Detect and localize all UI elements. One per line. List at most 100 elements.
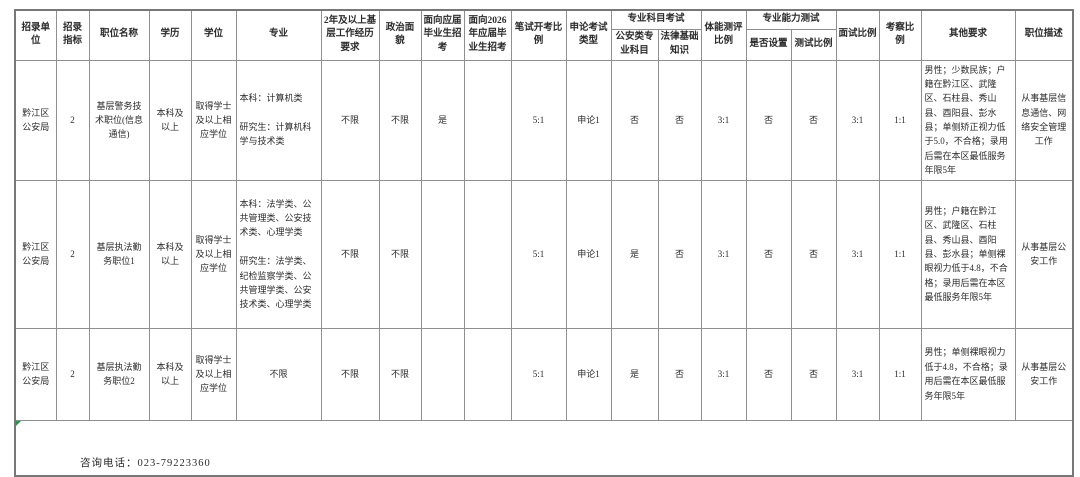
header-cell: 招录指标 — [55, 9, 90, 61]
table-row: 黔江区公安局 2 基层执法勤务职位1 本科及以上 取得学士及以上相应学位 本科：法学类、公… — [14, 179, 1074, 329]
table-cell: 否 — [745, 179, 792, 329]
table-cell: 不限 — [320, 327, 380, 421]
table-cell: 3:1 — [835, 179, 880, 329]
table-cell: 1:1 — [878, 179, 922, 329]
table-cell: 1:1 — [878, 59, 922, 181]
table-cell: 否 — [657, 59, 702, 181]
header-cell: 专业能力测试 — [745, 9, 837, 30]
header-row-subs: 公安类专业科目 法律基础知识 是否设置 测试比例 — [15, 29, 1073, 61]
table-cell: 否 — [657, 179, 702, 329]
table-cell: 不限 — [320, 59, 380, 181]
table-cell: 本科：法学类、公共管理类、公安技术类、心理学类 研究生：法学类、纪检监察学类、公… — [235, 179, 322, 329]
table-row: 黔江区公安局 2 基层警务技术职位(信息通信) 本科及以上 取得学士及以上相应学位 本科：… — [14, 59, 1074, 181]
table-cell — [463, 59, 512, 181]
footer-row: 咨询电话：023-79223360 — [14, 419, 1074, 477]
table-cell: 2 — [55, 59, 90, 181]
table-cell: 取得学士及以上相应学位 — [190, 179, 237, 329]
table-cell: 1:1 — [878, 327, 922, 421]
table-cell: 3:1 — [835, 327, 880, 421]
table-cell: 是 — [610, 179, 659, 329]
table-cell: 取得学士及以上相应学位 — [190, 327, 237, 421]
table-cell: 是 — [610, 327, 659, 421]
table-cell: 不限 — [378, 59, 422, 181]
table-cell: 否 — [657, 327, 702, 421]
table-cell: 否 — [745, 59, 792, 181]
table-cell: 黔江区公安局 — [14, 327, 57, 421]
table-footer: 咨询电话：023-79223360 — [14, 419, 1074, 477]
table-cell: 3:1 — [700, 59, 747, 181]
table-cell: 5:1 — [510, 179, 567, 329]
header-cell: 学历 — [148, 9, 192, 61]
header-cell: 职位描述 — [1014, 9, 1074, 61]
table-cell — [420, 179, 465, 329]
contact-phone-text: 咨询电话：023-79223360 — [80, 458, 211, 470]
table-cell: 男性；户籍在黔江区、武隆区、石柱县、秀山县、酉阳县、彭水县；单侧裸眼视力低于4.… — [920, 179, 1016, 329]
table-cell: 是 — [420, 59, 465, 181]
header-row-groups: 招录单位 招录指标 职位名称 学历 学位 专业 2年及以上基层工作经历要求 政治面貌 面向应届毕… — [14, 9, 1074, 61]
table-cell: 男性；单侧裸眼视力低于4.8，不合格；录用后需在本区最低服务年限5年 — [920, 327, 1016, 421]
table-cell: 5:1 — [510, 327, 567, 421]
table-cell: 本科及以上 — [148, 59, 192, 181]
table-cell: 基层执法勤务职位2 — [88, 327, 150, 421]
table-cell: 从事基层公安工作 — [1014, 179, 1074, 329]
recruitment-table-sheet: 招录单位 招录指标 职位名称 学历 学位 专业 2年及以上基层工作经历要求 政治面貌 面向应届毕… — [14, 9, 1075, 477]
table-cell: 取得学士及以上相应学位 — [190, 59, 237, 181]
table-cell: 否 — [790, 327, 837, 421]
table-cell: 黔江区公安局 — [14, 59, 57, 181]
table-cell — [463, 327, 512, 421]
header-cell: 专业科目考试 — [610, 9, 702, 30]
table-cell: 否 — [745, 327, 792, 421]
header-cell: 考察比例 — [878, 9, 922, 61]
table-cell: 否 — [790, 179, 837, 329]
table-cell — [463, 179, 512, 329]
table-body: 黔江区公安局 2 基层警务技术职位(信息通信) 本科及以上 取得学士及以上相应学位 本科：… — [14, 59, 1074, 421]
table-cell: 2 — [55, 179, 90, 329]
table-cell: 本科及以上 — [148, 179, 192, 329]
header-cell: 学位 — [190, 9, 237, 61]
table-cell: 男性；少数民族；户籍在黔江区、武隆区、石柱县、秀山县、酉阳县、彭水县；单侧矫正视… — [920, 59, 1016, 181]
header-cell: 面向2026年应届毕业生招考 — [463, 9, 512, 61]
table-cell: 本科：计算机类 研究生：计算机科学与技术类 — [235, 59, 322, 181]
table-cell: 5:1 — [510, 59, 567, 181]
table-cell: 申论1 — [565, 179, 612, 329]
header-cell: 面向应届毕业生招考 — [420, 9, 465, 61]
header-cell: 招录单位 — [14, 9, 57, 61]
header-cell: 申论考试类型 — [565, 9, 612, 61]
header-cell: 政治面貌 — [378, 9, 422, 61]
cell-corner-marker-icon — [16, 420, 21, 426]
table-cell — [420, 327, 465, 421]
table-cell: 申论1 — [565, 59, 612, 181]
header-cell: 笔试开考比例 — [510, 9, 567, 61]
table-cell: 不限 — [320, 179, 380, 329]
table-cell: 不限 — [235, 327, 322, 421]
table-cell: 3:1 — [835, 59, 880, 181]
header-cell: 专业 — [235, 9, 322, 61]
table-cell: 基层警务技术职位(信息通信) — [88, 59, 150, 181]
table-cell: 不限 — [378, 179, 422, 329]
header-cell: 面试比例 — [835, 9, 880, 61]
table-cell: 不限 — [378, 327, 422, 421]
table-cell: 2 — [55, 327, 90, 421]
job-position-table: 招录单位 招录指标 职位名称 学历 学位 专业 2年及以上基层工作经历要求 政治面貌 面向应届毕… — [14, 9, 1075, 477]
table-cell: 3:1 — [700, 179, 747, 329]
table-cell: 3:1 — [700, 327, 747, 421]
header-cell: 2年及以上基层工作经历要求 — [320, 9, 380, 61]
contact-cell: 咨询电话：023-79223360 — [14, 419, 1074, 477]
table-cell: 本科及以上 — [148, 327, 192, 421]
header-cell: 其他要求 — [920, 9, 1016, 61]
subheader-cell: 是否设置 — [745, 29, 792, 61]
table-header: 招录单位 招录指标 职位名称 学历 学位 专业 2年及以上基层工作经历要求 政治面貌 面向应届毕… — [14, 9, 1074, 61]
table-cell: 从事基层信息通信、网络安全管理工作 — [1014, 59, 1074, 181]
subheader-cell: 测试比例 — [790, 29, 837, 61]
table-cell: 申论1 — [565, 327, 612, 421]
subheader-cell: 公安类专业科目 — [610, 29, 659, 61]
table-cell: 黔江区公安局 — [14, 179, 57, 329]
header-cell: 职位名称 — [88, 9, 150, 61]
table-cell: 基层执法勤务职位1 — [88, 179, 150, 329]
table-cell: 否 — [790, 59, 837, 181]
subheader-cell: 法律基础知识 — [657, 29, 702, 61]
table-cell: 从事基层公安工作 — [1014, 327, 1074, 421]
table-cell: 否 — [610, 59, 659, 181]
header-cell: 体能测评比例 — [700, 9, 747, 61]
table-row: 黔江区公安局 2 基层执法勤务职位2 本科及以上 取得学士及以上相应学位 不限 不限 不限 5:… — [14, 327, 1074, 421]
